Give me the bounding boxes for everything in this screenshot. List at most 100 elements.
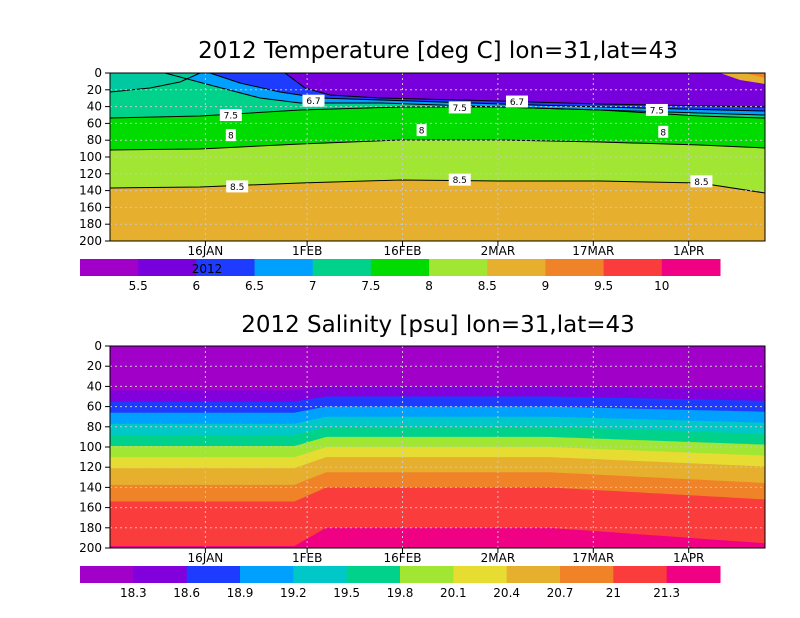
salinity-y-axis: 0 20 40 60 80 100 120 140 160 180 200 [79,339,110,555]
temperature-x-tick-label: 1APR [673,244,704,258]
salinity-layer [110,527,765,548]
temperature-colorbar-swatch [370,259,430,276]
salinity-colorbar-swatch [453,566,508,583]
salinity-colorbar-tick-label: 18.9 [227,586,254,600]
temperature-contour-label-bg [690,175,713,188]
temperature-colorbar-tick-label: 7 [309,279,317,293]
salinity-y-tick-label: 40 [87,379,102,393]
temperature-colorbar-label: 2012 [192,262,223,276]
temperature-contour-label-bg [302,94,325,107]
salinity-colorbar-swatch [293,566,348,583]
temperature-gridlines [110,73,765,241]
salinity-colorbar-tick-label: 18.3 [120,586,147,600]
temperature-colorbar-tick-label: 8.5 [478,279,497,293]
temperature-colorbar-swatch [661,259,721,276]
temperature-contour-label: 8.5 [694,178,708,188]
temperature-contour-label-bg [225,129,236,142]
temperature-contour-label: 7.5 [650,106,664,116]
temperature-contour-label-bg [219,109,242,121]
temperature-contour-label: 8.5 [453,176,467,186]
salinity-colorbar-tick-label: 21 [606,586,621,600]
temperature-colorbar-tick-label: 5.5 [129,279,148,293]
salinity-colorbar-tick-label: 21.3 [653,586,680,600]
temperature-patch-warm [720,73,765,84]
salinity-colorbar-swatch [240,566,294,583]
temperature-y-tick-label: 160 [79,200,102,214]
salinity-y-tick-label: 160 [79,501,102,515]
salinity-y-tick-label: 20 [87,359,102,373]
temperature-x-tick-label: 16FEB [384,244,422,258]
temperature-patch-surface [110,73,200,92]
temperature-colorbar-swatch [545,259,605,276]
temperature-y-tick-label: 200 [79,234,102,248]
salinity-y-tick-label: 0 [94,339,102,353]
salinity-colorbar-swatch [80,566,134,583]
temperature-colorbar-tick-label: 9 [542,279,550,293]
temperature-y-tick-label: 60 [87,116,102,130]
temperature-contour-label: 6.7 [306,97,320,107]
temperature-colorbar-swatch [254,259,314,276]
temperature-contour-label: 8 [419,127,425,137]
temperature-y-axis: 0 20 40 60 80 100 120 140 160 180 200 [79,66,110,248]
temperature-y-tick-label: 140 [79,184,102,198]
temperature-contour-label: 6.7 [510,98,524,108]
salinity-colorbar-tick-label: 19.5 [333,586,360,600]
salinity-colorbar-swatch [560,566,614,583]
salinity-colorbar-swatch [666,566,721,583]
temperature-x-tick-label: 2MAR [481,244,516,258]
temperature-contour-label-bg [645,103,668,116]
temperature-contour-label: 8 [660,128,666,138]
salinity-chart-title: 2012 Salinity [psu] lon=31,lat=43 [241,312,635,338]
salinity-colorbar-tick-label: 19.2 [280,586,307,600]
salinity-y-tick-label: 60 [87,400,102,414]
temperature-y-tick-label: 120 [79,167,102,181]
temperature-y-tick-label: 40 [87,100,102,114]
temperature-colorbar-swatch [487,259,546,276]
temperature-chart-title: 2012 Temperature [deg C] lon=31,lat=43 [198,38,678,64]
temperature-contour-label-bg [226,180,249,193]
temperature-y-tick-label: 180 [79,217,102,231]
temperature-y-tick-label: 100 [79,150,102,164]
temperature-y-tick-label: 0 [94,66,102,80]
salinity-x-tick-label: 1FEB [292,551,322,565]
salinity-x-tick-label: 2MAR [481,551,516,565]
temperature-colorbar-swatch [312,259,372,276]
salinity-colorbar-tick-label: 19.8 [387,586,414,600]
temperature-contour-label-bg [448,101,471,114]
salinity-gridlines [110,346,765,548]
salinity-colorbar-swatch [506,566,561,583]
temperature-contour-label: 7.5 [453,104,467,114]
temperature-colorbar-tick-label: 6.5 [245,279,264,293]
temperature-x-tick-label: 1FEB [292,244,322,258]
salinity-colorbar-tick-label: 18.6 [173,586,200,600]
salinity-x-tick-label: 16FEB [384,551,422,565]
salinity-colorbar-swatch [133,566,188,583]
temperature-contour-label: 8.5 [230,183,244,193]
temperature-x-axis: 16JAN 1FEB 16FEB 2MAR 17MAR 1APR [187,241,704,258]
salinity-y-tick-label: 140 [79,480,102,494]
salinity-x-tick-label: 1APR [673,551,704,565]
temperature-colorbar-swatch [429,259,488,276]
salinity-layer [316,543,614,548]
temperature-colorbar-tick-label: 6 [193,279,201,293]
salinity-colorbar-swatch [186,566,241,583]
temperature-colorbar: 5.5 6 6.5 7 7.5 8 8.5 9 9.5 10 [80,259,721,293]
temperature-colorbar-tick-label: 8 [425,279,433,293]
temperature-contour-label-bg [505,95,528,108]
salinity-colorbar: 18.3 18.6 18.9 19.2 19.5 19.8 20.1 20.4 20.7 21 21… [80,566,721,600]
temperature-colorbar-tick-label: 7.5 [361,279,380,293]
temperature-y-tick-label: 80 [87,133,102,147]
temperature-colorbar-swatch [138,259,197,276]
temperature-field: 7.5 7.5 7.5 8 8 8 8.5 8.5 8.5 6.7 6.7 [110,73,765,241]
salinity-field [110,346,765,548]
salinity-colorbar-tick-label: 20.1 [440,586,467,600]
salinity-y-tick-label: 120 [79,460,102,474]
temperature-colorbar-tick-label: 10 [654,279,669,293]
salinity-y-tick-label: 80 [87,420,102,434]
temperature-colorbar-tick-label: 9.5 [594,279,613,293]
salinity-x-axis: 16JAN 1FEB 16FEB 2MAR 17MAR 1APR [187,548,704,565]
salinity-x-tick-label: 17MAR [572,551,614,565]
temperature-contour-label-bg [658,125,669,138]
salinity-colorbar-tick-label: 20.7 [547,586,574,600]
